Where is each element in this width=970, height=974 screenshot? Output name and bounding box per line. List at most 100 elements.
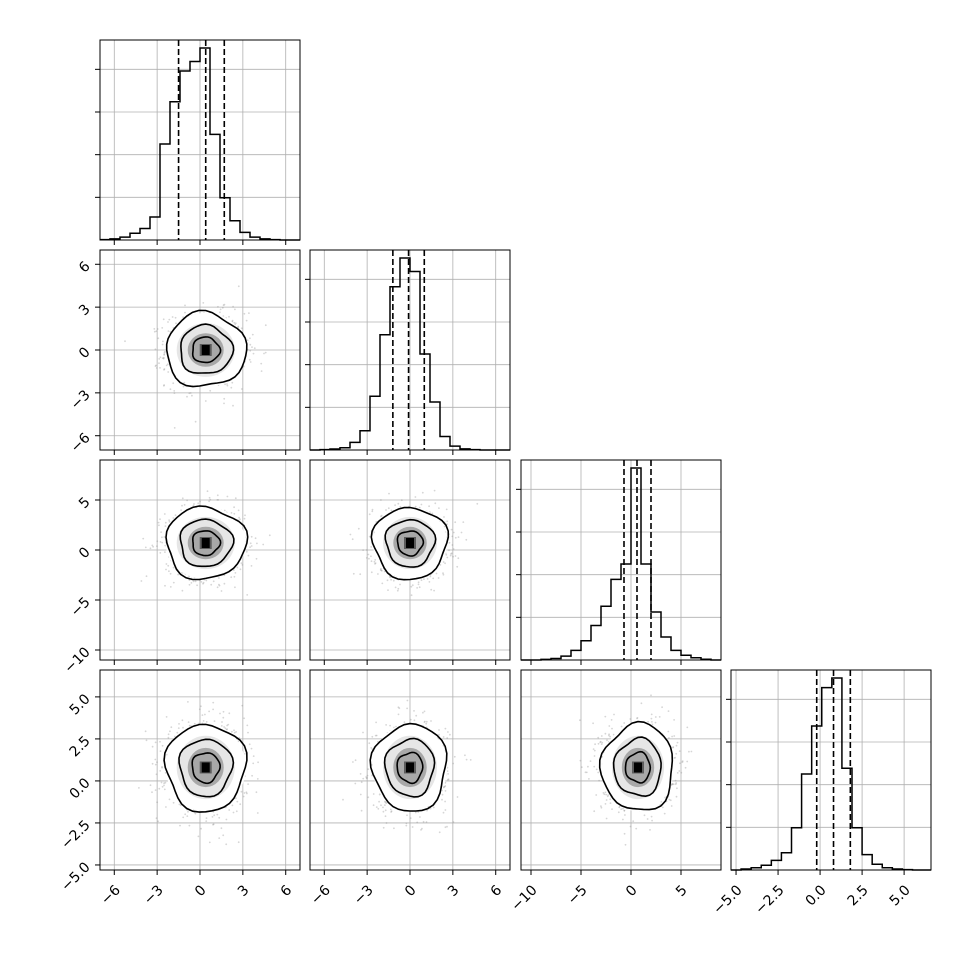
scatter-point: [202, 302, 205, 304]
scatter-point: [449, 554, 452, 557]
scatter-point: [165, 563, 168, 565]
scatter-point: [380, 567, 382, 570]
scatter-point: [419, 816, 421, 818]
scatter-point: [674, 783, 677, 786]
scatter-point: [219, 712, 221, 715]
scatter-point: [618, 805, 621, 808]
scatter-point: [623, 809, 626, 812]
scatter-point: [174, 514, 177, 516]
scatter-point: [394, 586, 397, 589]
scatter-point: [181, 589, 184, 592]
scatter-point: [249, 337, 251, 340]
scatter-point: [377, 573, 379, 575]
scatter-point: [236, 566, 239, 569]
scatter-point: [212, 823, 214, 826]
scatter-point: [222, 710, 225, 713]
scatter-point: [217, 499, 220, 501]
scatter-point: [654, 721, 657, 724]
scatter-point: [182, 726, 184, 729]
scatter-point: [438, 729, 440, 731]
scatter-point: [173, 392, 176, 394]
scatter-point: [247, 783, 250, 785]
scatter-point: [435, 572, 438, 575]
scatter-point: [243, 312, 246, 315]
scatter-point: [438, 831, 441, 834]
scatter-point: [256, 778, 259, 780]
scatter-point: [226, 724, 229, 727]
scatter-point: [456, 565, 459, 568]
scatter-point: [199, 500, 202, 503]
scatter-point: [179, 804, 182, 807]
scatter-point: [442, 736, 445, 738]
scatter-point: [189, 392, 192, 394]
scatter-point: [216, 499, 219, 501]
scatter-point: [441, 793, 444, 796]
scatter-point: [418, 586, 421, 589]
scatter-point: [370, 555, 372, 558]
scatter-point: [187, 721, 190, 723]
scatter-point: [365, 777, 368, 780]
scatter-point: [187, 810, 189, 813]
scatter-point: [403, 721, 406, 723]
scatter-point: [182, 316, 185, 318]
scatter-point: [163, 384, 166, 386]
density-peak: [406, 762, 414, 773]
scatter-point: [593, 810, 596, 813]
scatter-point: [623, 832, 626, 835]
scatter-point: [188, 824, 191, 827]
scatter-point: [415, 714, 418, 717]
scatter-point: [368, 557, 370, 560]
x-tick-label: 0: [402, 882, 420, 900]
scatter-point: [231, 730, 233, 733]
scatter-point: [374, 562, 377, 564]
scatter-point: [212, 708, 215, 711]
scatter-point: [368, 535, 371, 538]
scatter-point: [592, 748, 595, 750]
scatter-point: [670, 783, 673, 786]
scatter-point: [251, 774, 254, 777]
scatter-point: [441, 798, 443, 801]
scatter-point: [164, 521, 167, 524]
scatter-point: [140, 580, 143, 582]
scatter-point: [218, 577, 220, 579]
scatter-point: [370, 747, 373, 749]
scatter-point: [384, 801, 387, 804]
scatter-point: [247, 554, 250, 557]
scatter-point: [167, 321, 169, 323]
scatter-point: [164, 544, 167, 547]
scatter-point: [216, 586, 219, 589]
scatter-point: [592, 722, 594, 725]
contour-line: [191, 336, 222, 364]
scatter-point: [248, 358, 251, 361]
scatter-point: [675, 752, 678, 755]
scatter-point: [188, 724, 191, 727]
scatter-point: [167, 736, 170, 739]
density-peak: [634, 762, 642, 773]
scatter-point: [184, 311, 186, 314]
scatter-point: [624, 814, 626, 816]
scatter-point: [384, 800, 386, 803]
x-tick-label: 0.0: [803, 882, 830, 909]
scatter-point: [579, 759, 582, 762]
scatter-point: [159, 356, 162, 359]
scatter-point: [452, 762, 455, 765]
scatter-point: [196, 584, 199, 587]
scatter-point: [609, 802, 612, 805]
scatter-point: [169, 572, 172, 575]
scatter-point: [383, 570, 386, 573]
scatter-point: [373, 560, 376, 563]
scatter-point: [172, 801, 175, 804]
scatter-point: [651, 819, 653, 822]
scatter-point: [688, 750, 690, 753]
scatter-point: [460, 531, 463, 534]
scatter-point: [672, 746, 674, 749]
scatter-point: [453, 755, 456, 758]
scatter-point: [248, 312, 250, 314]
scatter-point: [380, 499, 382, 501]
scatter-point: [124, 340, 126, 343]
scatter-point: [171, 316, 174, 318]
scatter-point: [184, 304, 186, 307]
contour-line: [396, 751, 424, 785]
scatter-point: [603, 793, 606, 796]
